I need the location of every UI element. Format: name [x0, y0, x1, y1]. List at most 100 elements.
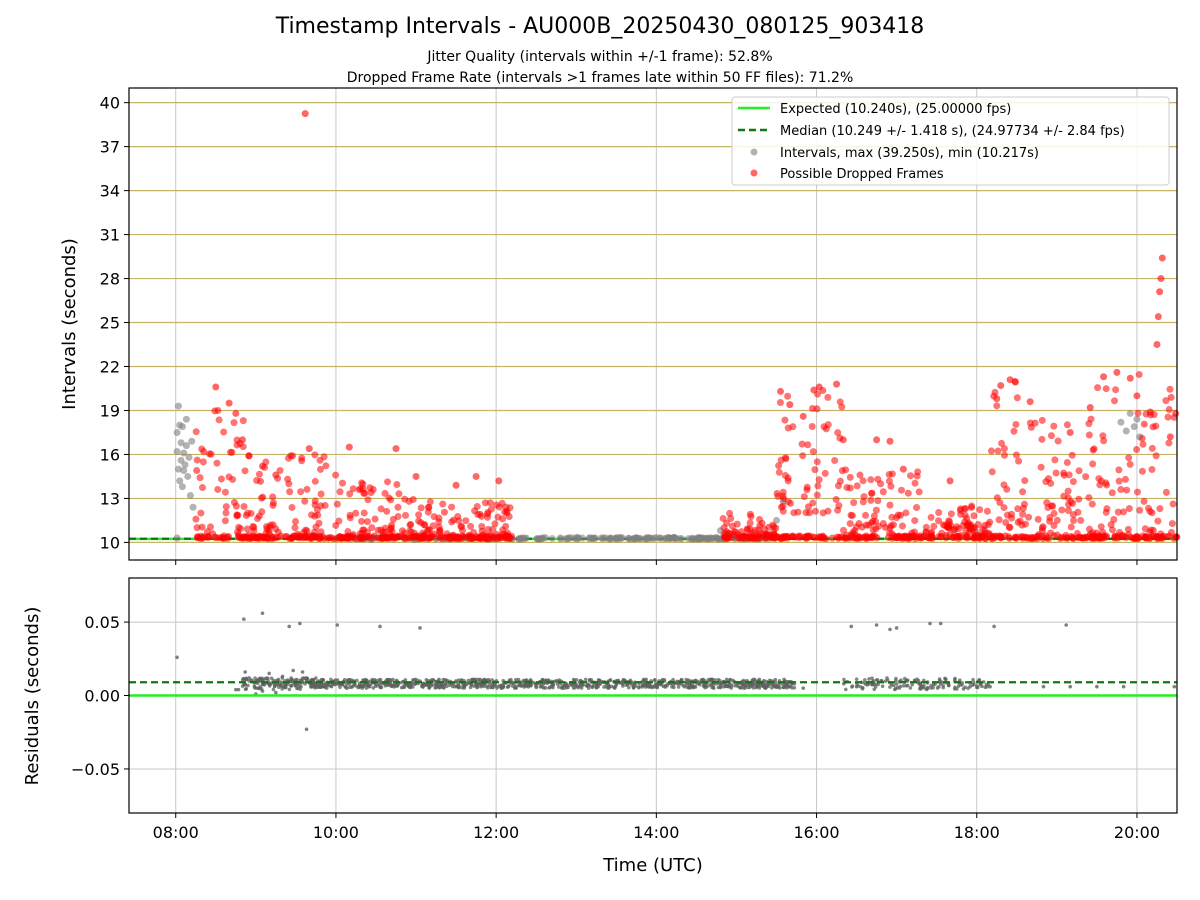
- dropped-frame-point: [1085, 420, 1093, 428]
- residual-point: [977, 678, 982, 682]
- dropped-frame-point: [1117, 485, 1125, 493]
- residual-point: [478, 677, 482, 682]
- dropped-frame-point: [1067, 523, 1075, 531]
- dropped-frame-point: [886, 501, 894, 509]
- dropped-frame-point: [247, 509, 255, 517]
- residual-point: [494, 684, 498, 688]
- dropped-frame-point: [1068, 451, 1076, 459]
- dropped-frame-point: [984, 521, 992, 529]
- interval-point: [173, 448, 181, 456]
- dropped-frame-point: [798, 440, 806, 448]
- dropped-frame-point: [384, 478, 392, 486]
- residual-point: [874, 623, 879, 627]
- residual-point: [607, 686, 611, 690]
- dropped-frame-point: [1016, 517, 1024, 525]
- dropped-frame-point: [1008, 514, 1016, 522]
- dropped-frame-point: [313, 506, 321, 514]
- dropped-frame-point: [870, 512, 878, 520]
- interval-point: [184, 472, 192, 480]
- dropped-frame-point: [782, 455, 790, 463]
- residual-point: [244, 677, 249, 682]
- dropped-frame-point: [1140, 497, 1148, 505]
- residual-point: [632, 682, 637, 687]
- residual-point: [1068, 684, 1072, 689]
- dropped-frame-point: [1050, 532, 1058, 540]
- dropped-frame-point: [832, 495, 840, 503]
- residual-point: [928, 621, 932, 626]
- dropped-frame-point: [1158, 533, 1166, 541]
- chart-subtitle-jitter: Jitter Quality (intervals within +/-1 fr…: [427, 49, 773, 65]
- residual-point: [299, 684, 303, 689]
- residual-point: [573, 685, 577, 690]
- dropped-frame-point: [846, 484, 854, 492]
- dropped-frame-point: [814, 482, 822, 490]
- residual-point: [778, 686, 782, 690]
- interval-point: [666, 535, 674, 543]
- dropped-frame-point: [727, 515, 735, 523]
- residual-point: [885, 678, 890, 682]
- dropped-frame-point: [898, 486, 906, 494]
- dropped-frame-point: [1095, 534, 1103, 542]
- dropped-frame-point: [255, 470, 263, 478]
- dropped-frame-point: [777, 503, 785, 511]
- residual-point: [988, 684, 992, 689]
- dropped-frame-point: [301, 497, 309, 505]
- residual-point: [247, 676, 251, 680]
- dropped-frame-point: [1154, 313, 1162, 321]
- dropped-frame-point: [1107, 521, 1115, 529]
- dropped-frame-point: [232, 409, 240, 417]
- dropped-frame-point: [1000, 504, 1008, 512]
- residual-point: [773, 677, 778, 682]
- dropped-frame-point: [1067, 498, 1075, 506]
- dropped-frame-point: [860, 493, 868, 501]
- residual-point: [963, 685, 967, 689]
- dropped-frame-point: [402, 511, 410, 519]
- residual-point: [564, 685, 569, 690]
- dropped-frame-point: [787, 499, 795, 507]
- dropped-frame-point: [394, 503, 402, 511]
- dropped-frame-point: [779, 488, 787, 496]
- residual-point: [587, 678, 592, 683]
- dropped-frame-point: [292, 518, 300, 526]
- dropped-frame-point: [888, 513, 896, 521]
- dropped-frame-point: [1169, 500, 1177, 508]
- residual-point: [456, 683, 461, 688]
- dropped-frame-point: [196, 474, 204, 482]
- dropped-frame-point: [1043, 499, 1051, 507]
- residual-point: [278, 680, 283, 684]
- dropped-frame-point: [946, 477, 954, 485]
- dropped-frame-point: [994, 447, 1002, 455]
- residual-point: [894, 682, 899, 686]
- bottom-plot-axes: 08:00 10:00 12:00 14:00 16:00 18:00 20:00 −0.05…: [71, 613, 1160, 842]
- residual-point: [905, 678, 910, 683]
- top-plot-points: [173, 110, 1181, 543]
- dropped-frame-point: [274, 528, 282, 536]
- dropped-frame-point: [749, 529, 757, 537]
- dropped-frame-point: [849, 528, 857, 536]
- dropped-frame-point: [458, 534, 466, 542]
- dropped-frame-point: [983, 507, 991, 515]
- dropped-frame-point: [344, 532, 352, 540]
- dropped-frame-point: [250, 527, 258, 535]
- dropped-frame-point: [303, 485, 311, 493]
- dropped-frame-point: [776, 398, 784, 406]
- dropped-frame-point: [1113, 368, 1121, 376]
- dropped-frame-point: [773, 489, 781, 497]
- dropped-frame-point: [1122, 533, 1130, 541]
- interval-point: [180, 449, 188, 457]
- dropped-frame-point: [387, 496, 395, 504]
- dropped-frame-point: [1162, 488, 1170, 496]
- dropped-frame-point: [412, 472, 420, 480]
- dropped-frame-point: [235, 523, 243, 531]
- dropped-frame-point: [467, 522, 475, 530]
- dropped-frame-point: [484, 510, 492, 518]
- dropped-frame-point: [409, 496, 417, 504]
- residual-point: [854, 684, 859, 689]
- dropped-frame-point: [192, 428, 200, 436]
- x-tick-label: 10:00: [313, 823, 359, 842]
- dropped-frame-point: [997, 534, 1005, 542]
- dropped-frame-point: [458, 523, 466, 531]
- dropped-frame-point: [886, 437, 894, 445]
- residual-point: [718, 685, 722, 689]
- interval-point: [189, 503, 197, 511]
